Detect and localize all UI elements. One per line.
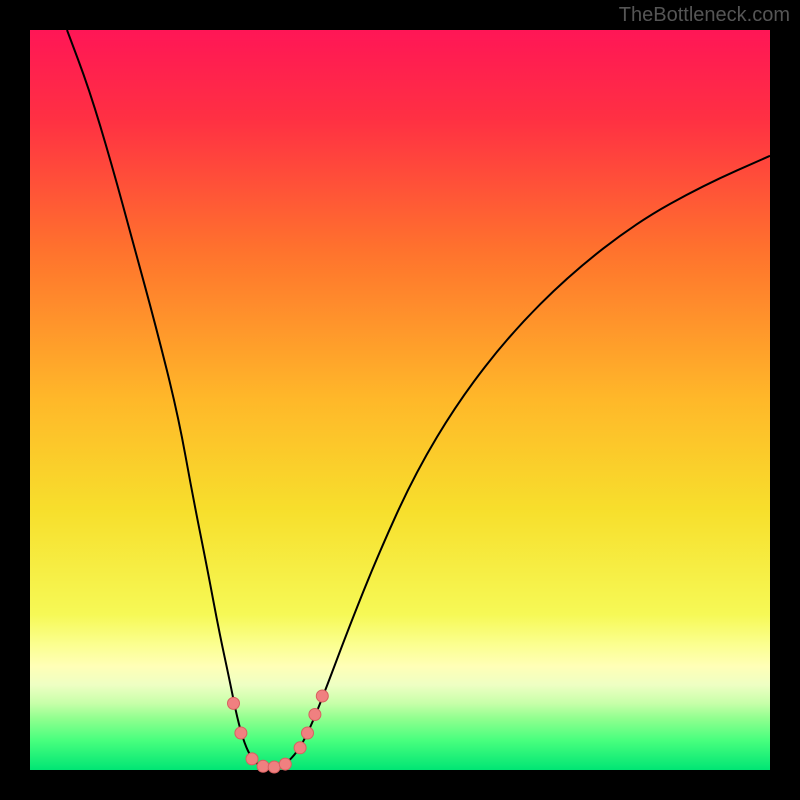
- curve-marker: [268, 761, 280, 773]
- curve-marker: [257, 760, 269, 772]
- curve-marker: [246, 753, 258, 765]
- curve-marker: [235, 727, 247, 739]
- curve-marker: [302, 727, 314, 739]
- curve-marker: [279, 758, 291, 770]
- chart-container: TheBottleneck.com: [0, 0, 800, 800]
- bottleneck-chart: [0, 0, 800, 800]
- attribution-text: TheBottleneck.com: [619, 4, 790, 27]
- curve-marker: [309, 709, 321, 721]
- curve-marker: [316, 690, 328, 702]
- curve-marker: [294, 742, 306, 754]
- curve-marker: [228, 697, 240, 709]
